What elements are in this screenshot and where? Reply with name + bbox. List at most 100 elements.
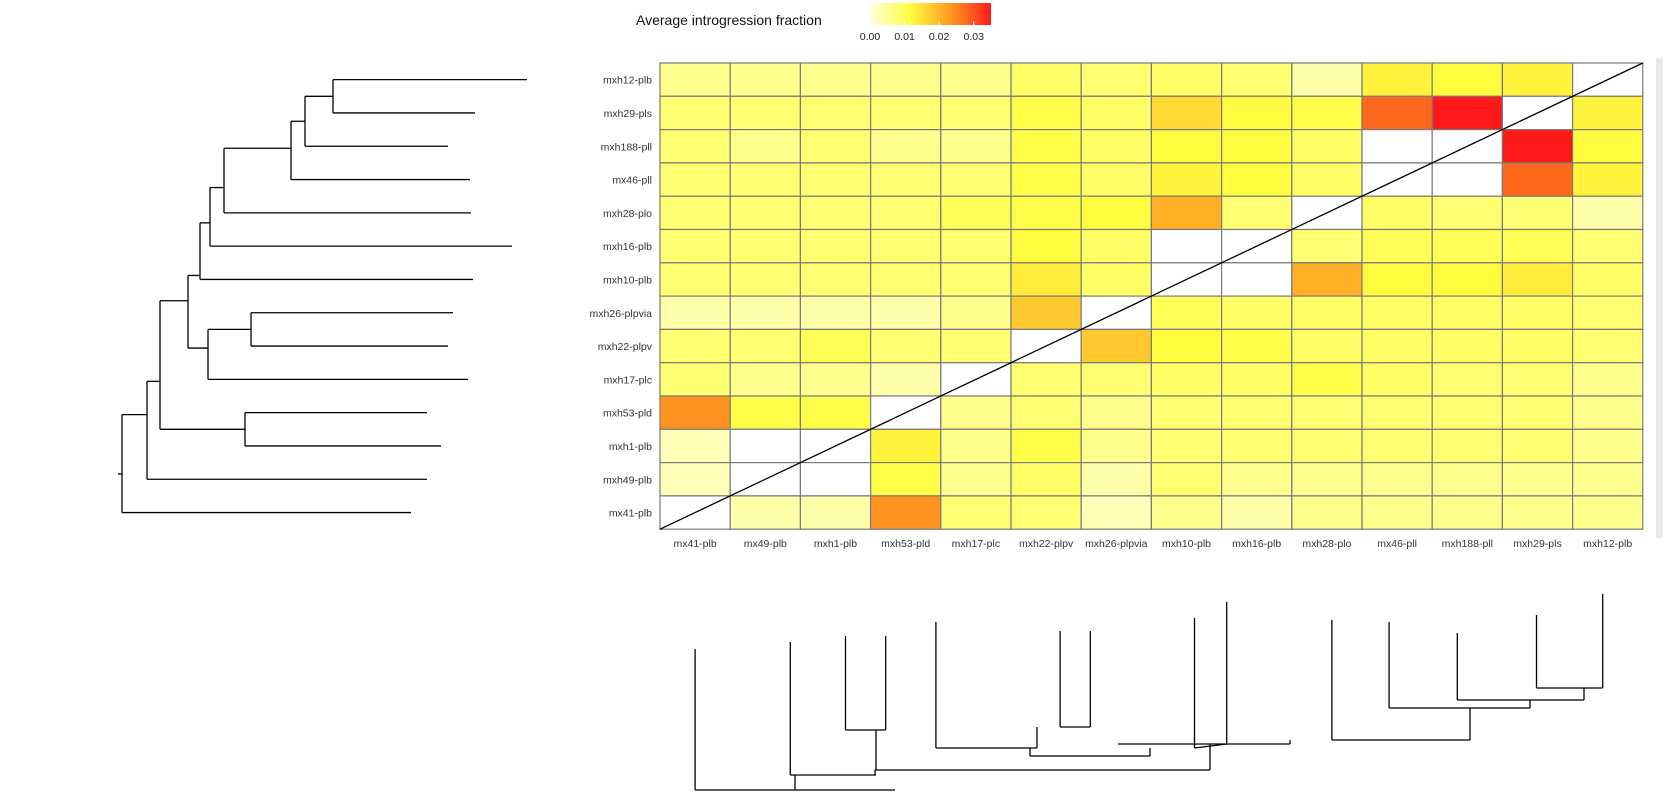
- bottom-dendrogram: [694, 594, 1604, 791]
- heatmap-cell: [940, 462, 1012, 497]
- heatmap-cell: [659, 462, 731, 497]
- heatmap-cell: [1501, 295, 1574, 331]
- heatmap-cell: [1010, 62, 1082, 97]
- heatmap-cell: [799, 195, 872, 231]
- heatmap-cell: [1501, 362, 1574, 397]
- heatmap-cell: [1291, 495, 1363, 530]
- heatmap-cell: [1220, 95, 1293, 131]
- heatmap-cell: [1080, 129, 1152, 164]
- heatmap-cell: [1291, 295, 1363, 331]
- column-labels: mx41-plb mx49-plb mxh1-plb mxh53-pld mxh17-p…: [674, 538, 1633, 550]
- heatmap-cell: [940, 295, 1012, 331]
- heatmap-cell: [799, 328, 872, 364]
- heatmap-cell: [1361, 495, 1433, 530]
- heatmap-cell: [1571, 328, 1644, 364]
- heatmap-cell: [1431, 62, 1503, 97]
- heatmap-cell: [799, 62, 872, 97]
- heatmap-cell: [1501, 62, 1574, 97]
- row-label: mxh10-plb: [603, 274, 652, 286]
- heatmap-cell: [799, 462, 872, 497]
- heatmap-cell: [869, 162, 942, 197]
- heatmap-cell: [1150, 95, 1223, 131]
- heatmap-cell: [1010, 262, 1082, 297]
- heatmap-cell: [1220, 195, 1293, 231]
- heatmap-cell: [1080, 362, 1152, 397]
- panel-edge-strip: [1656, 58, 1663, 538]
- heatmap-cell: [659, 228, 731, 264]
- column-label: mxh22-plpv: [1019, 538, 1074, 550]
- heatmap-cell: [1361, 129, 1433, 164]
- heatmap-cell: [1220, 495, 1293, 530]
- heatmap-cell: [729, 62, 802, 97]
- heatmap-cell: [1150, 362, 1223, 397]
- heatmap-cell: [1291, 162, 1363, 197]
- heatmap-cell: [1010, 428, 1082, 464]
- heatmap-cell: [869, 495, 942, 530]
- heatmap-cell: [869, 462, 942, 497]
- heatmap-cell: [1080, 462, 1152, 497]
- heatmap-cell: [940, 328, 1012, 364]
- heatmap-cell: [1431, 362, 1503, 397]
- heatmap-cell: [1010, 462, 1082, 497]
- column-label: mxh1-plb: [814, 538, 857, 550]
- row-label: mxh188-pll: [601, 141, 652, 153]
- row-label: mx46-pll: [612, 175, 652, 187]
- heatmap-cell: [1291, 462, 1363, 497]
- heatmap-cells: [659, 62, 1644, 530]
- row-label: mxh49-plb: [603, 474, 652, 486]
- row-label: mxh28-plo: [603, 208, 652, 220]
- heatmap-cell: [1501, 462, 1574, 497]
- heatmap-cell: [1080, 495, 1152, 530]
- row-label: mxh1-plb: [609, 441, 652, 453]
- heatmap-cell: [799, 362, 872, 397]
- heatmap-cell: [940, 495, 1012, 530]
- heatmap-cell: [1220, 328, 1293, 364]
- heatmap-cell: [940, 95, 1012, 131]
- heatmap-cell: [869, 295, 942, 331]
- heatmap-cell: [940, 395, 1012, 430]
- heatmap-cell: [729, 162, 802, 197]
- heatmap-cell: [1010, 162, 1082, 197]
- heatmap-cell: [729, 262, 802, 297]
- heatmap-cell: [659, 428, 731, 464]
- heatmap-cell: [729, 395, 802, 430]
- heatmap-cell: [1431, 295, 1503, 331]
- heatmap-cell: [1080, 262, 1152, 297]
- diagonal-line: [659, 62, 1644, 530]
- column-label: mxh16-plb: [1232, 538, 1281, 550]
- heatmap-cell: [869, 262, 942, 297]
- heatmap-cell: [1571, 162, 1644, 197]
- heatmap-cell: [1571, 295, 1644, 331]
- heatmap-cell: [1291, 262, 1363, 297]
- heatmap-cell: [940, 262, 1012, 297]
- heatmap-cell: [1361, 228, 1433, 264]
- heatmap-cell: [1431, 95, 1503, 131]
- left-dendrogram: [118, 79, 527, 514]
- heatmap-cell: [1220, 395, 1293, 430]
- heatmap-cell: [1150, 62, 1223, 97]
- heatmap-cell: [1361, 95, 1433, 131]
- heatmap-cell: [1431, 462, 1503, 497]
- heatmap-cell: [869, 228, 942, 264]
- heatmap-cell: [1501, 129, 1574, 164]
- column-label: mxh12-plb: [1583, 538, 1632, 550]
- heatmap-cell: [1220, 62, 1293, 97]
- heatmap-cell: [1361, 462, 1433, 497]
- heatmap-cell: [1150, 295, 1223, 331]
- heatmap-cell: [940, 162, 1012, 197]
- heatmap-cell: [659, 362, 731, 397]
- heatmap-cell: [869, 95, 942, 131]
- heatmap-cell: [1291, 428, 1363, 464]
- row-label: mxh12-plb: [603, 75, 652, 87]
- heatmap-cell: [1431, 195, 1503, 231]
- row-labels: mxh12-plb mxh29-pls mxh188-pll mx46-pll mxh2…: [590, 75, 653, 520]
- heatmap-cell: [659, 162, 731, 197]
- heatmap-cell: [1291, 395, 1363, 430]
- heatmap-cell: [1361, 428, 1433, 464]
- heatmap-cell: [659, 295, 731, 331]
- heatmap-cell: [1501, 228, 1574, 264]
- heatmap-cell: [1080, 428, 1152, 464]
- heatmap-cell: [659, 395, 731, 430]
- heatmap-cell: [1150, 129, 1223, 164]
